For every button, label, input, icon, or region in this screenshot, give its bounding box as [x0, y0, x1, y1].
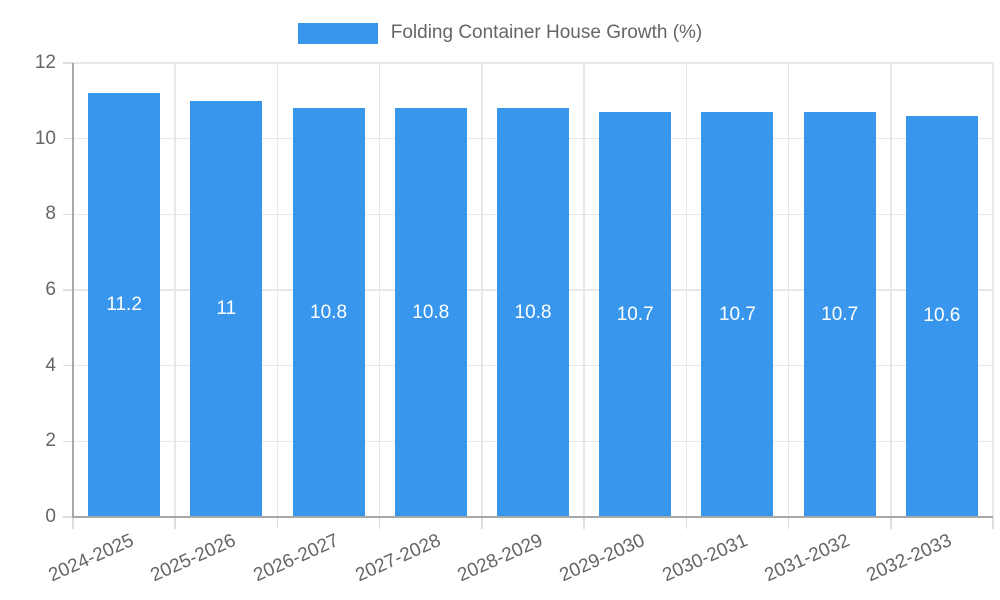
y-axis-tick-label: 0: [45, 506, 56, 527]
x-axis-tick-mark: [481, 517, 483, 529]
bar: [803, 112, 876, 517]
bar: [394, 108, 467, 517]
x-axis-tick-label: 2030-2031: [659, 530, 751, 587]
bar-value-label: 10.7: [821, 303, 859, 325]
bar-value-label: 10.7: [718, 303, 756, 325]
y-axis-line: [72, 63, 74, 518]
x-axis-tick-label: 2027-2028: [352, 530, 444, 587]
bar: [190, 100, 263, 517]
gridline-vertical: [378, 63, 381, 517]
y-axis-tick-label: 10: [34, 127, 56, 149]
x-axis-tick-label: 2026-2027: [250, 530, 342, 587]
gridline-vertical: [787, 63, 790, 517]
legend-swatch: [297, 22, 378, 44]
gridline-horizontal: [73, 62, 993, 64]
bar: [497, 108, 569, 517]
x-axis-tick-mark: [174, 517, 176, 529]
bar-value-label: 10.7: [616, 303, 654, 325]
bar-value-label: 10.8: [310, 301, 348, 323]
y-axis-tick-mark: [63, 62, 73, 64]
gridline-vertical: [890, 63, 892, 517]
bar-value-label: 11.2: [106, 294, 142, 316]
bar: [599, 112, 672, 517]
gridline-vertical: [685, 63, 688, 517]
bar: [292, 108, 365, 517]
y-axis-tick-label: 4: [45, 354, 56, 376]
x-axis-tick-mark: [72, 517, 74, 529]
x-axis-tick-label: 2032-2033: [863, 530, 956, 587]
bar-value-label: 11: [216, 297, 237, 319]
x-axis-tick-mark: [787, 517, 790, 529]
y-axis-tick-mark: [63, 516, 73, 518]
bar: [701, 112, 774, 517]
bar: [905, 115, 978, 517]
x-axis-tick-label: 2028-2029: [454, 530, 547, 587]
x-axis-tick-mark: [890, 517, 892, 529]
gridline-vertical: [174, 63, 176, 517]
gridline-vertical: [481, 63, 483, 517]
bar-value-label: 10.6: [923, 305, 961, 327]
x-axis-tick-label: 2025-2026: [147, 530, 240, 587]
gridline-vertical: [276, 63, 279, 517]
x-axis-tick-label: 2024-2025: [45, 530, 138, 587]
x-axis-tick-label: 2029-2030: [556, 530, 649, 587]
legend-item[interactable]: Folding Container House Growth (%): [0, 22, 1000, 44]
x-axis-line: [73, 516, 993, 518]
y-axis-tick-mark: [63, 137, 73, 140]
legend-label: Folding Container House Growth (%): [390, 22, 703, 43]
y-axis-tick-label: 12: [34, 52, 56, 73]
y-axis-tick-label: 8: [45, 203, 56, 225]
x-axis-tick-mark: [583, 517, 585, 529]
x-axis-tick-mark: [276, 517, 279, 529]
x-axis-tick-label: 2031-2032: [761, 530, 853, 587]
x-axis-tick-mark: [992, 517, 994, 529]
y-axis-tick-label: 2: [45, 430, 56, 452]
y-axis-tick-label: 6: [45, 279, 56, 300]
y-axis-tick-mark: [63, 289, 73, 291]
bar: [88, 93, 161, 517]
gridline-vertical: [992, 63, 994, 517]
y-axis-tick-mark: [63, 364, 73, 367]
y-axis-tick-mark: [63, 213, 73, 216]
gridline-vertical: [583, 63, 585, 517]
x-axis-tick-mark: [685, 517, 688, 529]
x-axis-tick-mark: [378, 517, 381, 529]
y-axis-tick-mark: [63, 440, 73, 443]
bar-value-label: 10.8: [514, 301, 552, 323]
bar-value-label: 10.8: [412, 301, 450, 323]
